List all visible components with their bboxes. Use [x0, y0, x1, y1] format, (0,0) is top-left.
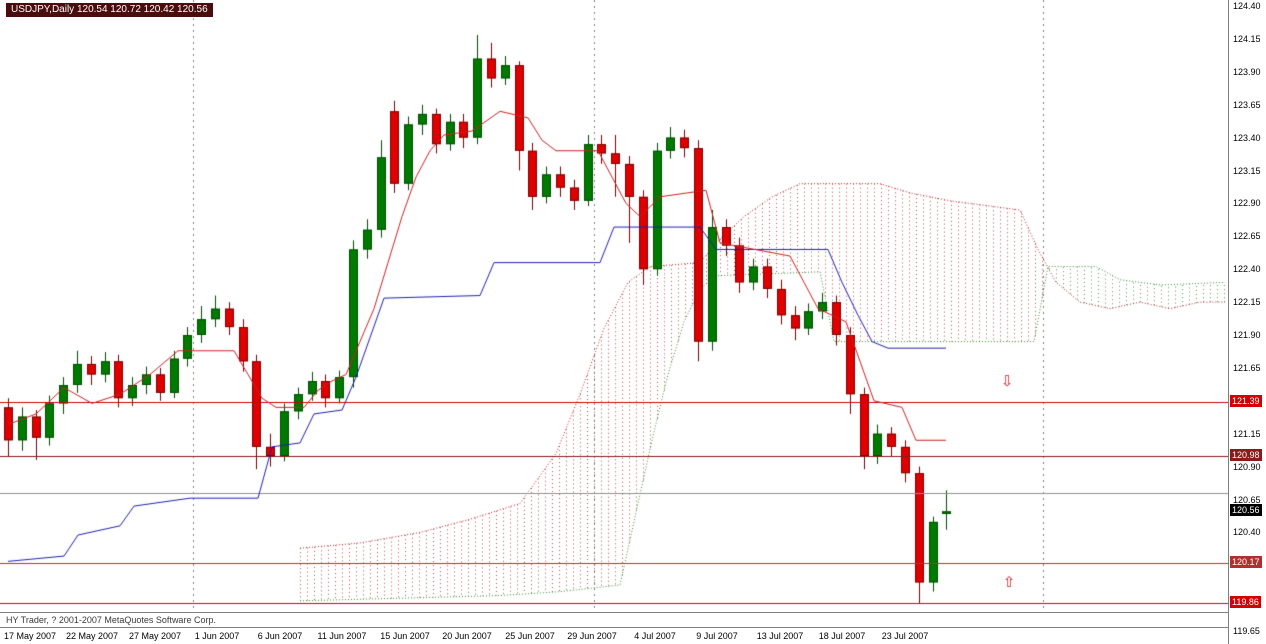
date-tick-label: 23 Jul 2007	[881, 631, 929, 641]
price-tick-label: 123.65	[1233, 99, 1261, 110]
date-tick-label: 15 Jun 2007	[380, 631, 430, 641]
price-tick-label: 121.90	[1233, 330, 1261, 340]
price-tick-label: 120.90	[1233, 461, 1261, 472]
copyright-text: HY Trader, ? 2001-2007 MetaQuotes Softwa…	[6, 615, 216, 625]
date-tick-label: 11 Jun 2007	[317, 631, 367, 641]
price-tick-label: 123.40	[1233, 132, 1261, 143]
price-level-badge: 121.39	[1230, 395, 1262, 408]
bottom-panel: HY Trader, ? 2001-2007 MetaQuotes Softwa…	[0, 612, 1228, 644]
price-tick-label: 120.65	[1233, 494, 1261, 505]
date-tick-label: 20 Jun 2007	[442, 631, 492, 641]
price-tick-label: 123.15	[1233, 165, 1261, 176]
price-tick-label: 122.40	[1233, 264, 1261, 275]
price-level-badge: 120.17	[1230, 555, 1262, 568]
date-tick-label: 29 Jun 2007	[567, 631, 617, 641]
price-tick-label: 121.65	[1233, 362, 1261, 373]
price-tick-label: 120.40	[1233, 527, 1261, 538]
price-tick-label: 124.15	[1233, 33, 1261, 44]
date-tick-label: 4 Jul 2007	[634, 631, 676, 641]
price-level-badge: 120.56	[1230, 504, 1262, 517]
price-level-badge: 120.98	[1230, 449, 1262, 462]
date-tick-label: 1 Jun 2007	[194, 631, 240, 641]
chart-canvas[interactable]	[0, 0, 1228, 612]
price-tick-label: 124.40	[1233, 1, 1261, 11]
price-level-badge: 119.86	[1230, 596, 1261, 609]
date-tick-label: 27 May 2007	[128, 631, 182, 641]
time-axis[interactable]: 17 May 2007 22 May 2007 27 May 2007 1 Jun 2…	[0, 628, 1228, 644]
copyright-row: HY Trader, ? 2001-2007 MetaQuotes Softwa…	[0, 613, 1228, 628]
symbol-ohlc-title: USDJPY,Daily 120.54 120.72 120.42 120.56	[6, 3, 213, 17]
date-tick-label: 17 May 2007	[3, 631, 57, 641]
price-axis[interactable]: 124.40 124.15 123.90 123.65 123.40 123.15 122.…	[1228, 0, 1266, 644]
date-tick-label: 13 Jul 2007	[756, 631, 804, 641]
price-tick-label: 123.90	[1233, 66, 1261, 77]
date-tick-label: 9 Jul 2007	[696, 631, 738, 641]
date-tick-label: 25 Jun 2007	[505, 631, 555, 641]
price-tick-label: 121.15	[1233, 428, 1261, 439]
price-tick-label: 122.90	[1233, 198, 1261, 209]
price-tick-label: 119.65	[1233, 626, 1260, 637]
date-tick-label: 6 Jun 2007	[257, 631, 303, 641]
date-tick-label: 18 Jul 2007	[818, 631, 866, 641]
price-tick-label: 122.15	[1233, 297, 1261, 308]
price-tick-label: 122.65	[1233, 231, 1261, 242]
date-tick-label: 22 May 2007	[65, 631, 119, 641]
